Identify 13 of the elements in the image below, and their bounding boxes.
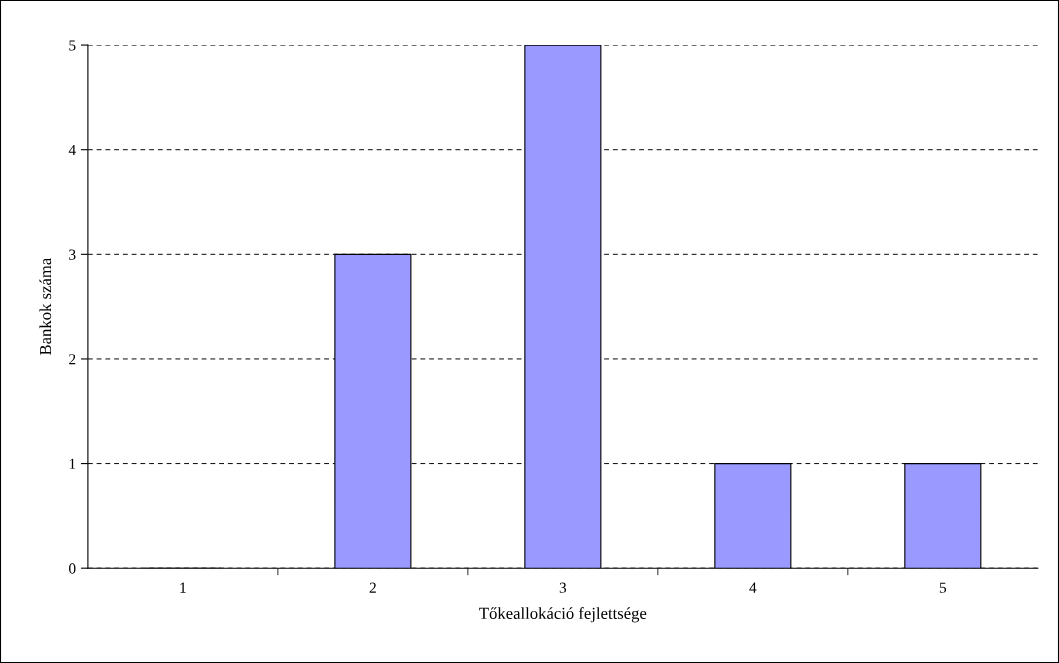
y-tick-label: 2 — [69, 354, 76, 365]
x-tick-label: 1 — [180, 582, 186, 593]
y-tick-label: 4 — [68, 144, 76, 156]
y-tick-label: 0 — [69, 563, 76, 574]
y-tick-label: 3 — [69, 249, 76, 260]
y-tick-label: 1 — [69, 458, 76, 469]
y-axis-title: Bankok száma — [39, 258, 52, 355]
x-tick-label: 2 — [369, 582, 376, 593]
x-tick-label: 3 — [559, 582, 567, 593]
x-axis-title: Tőkeallokáció fejlettsége — [479, 607, 647, 623]
x-tick-label: 4 — [749, 582, 757, 593]
x-tick-label: 5 — [939, 582, 947, 593]
y-tick-label: 5 — [69, 40, 76, 51]
